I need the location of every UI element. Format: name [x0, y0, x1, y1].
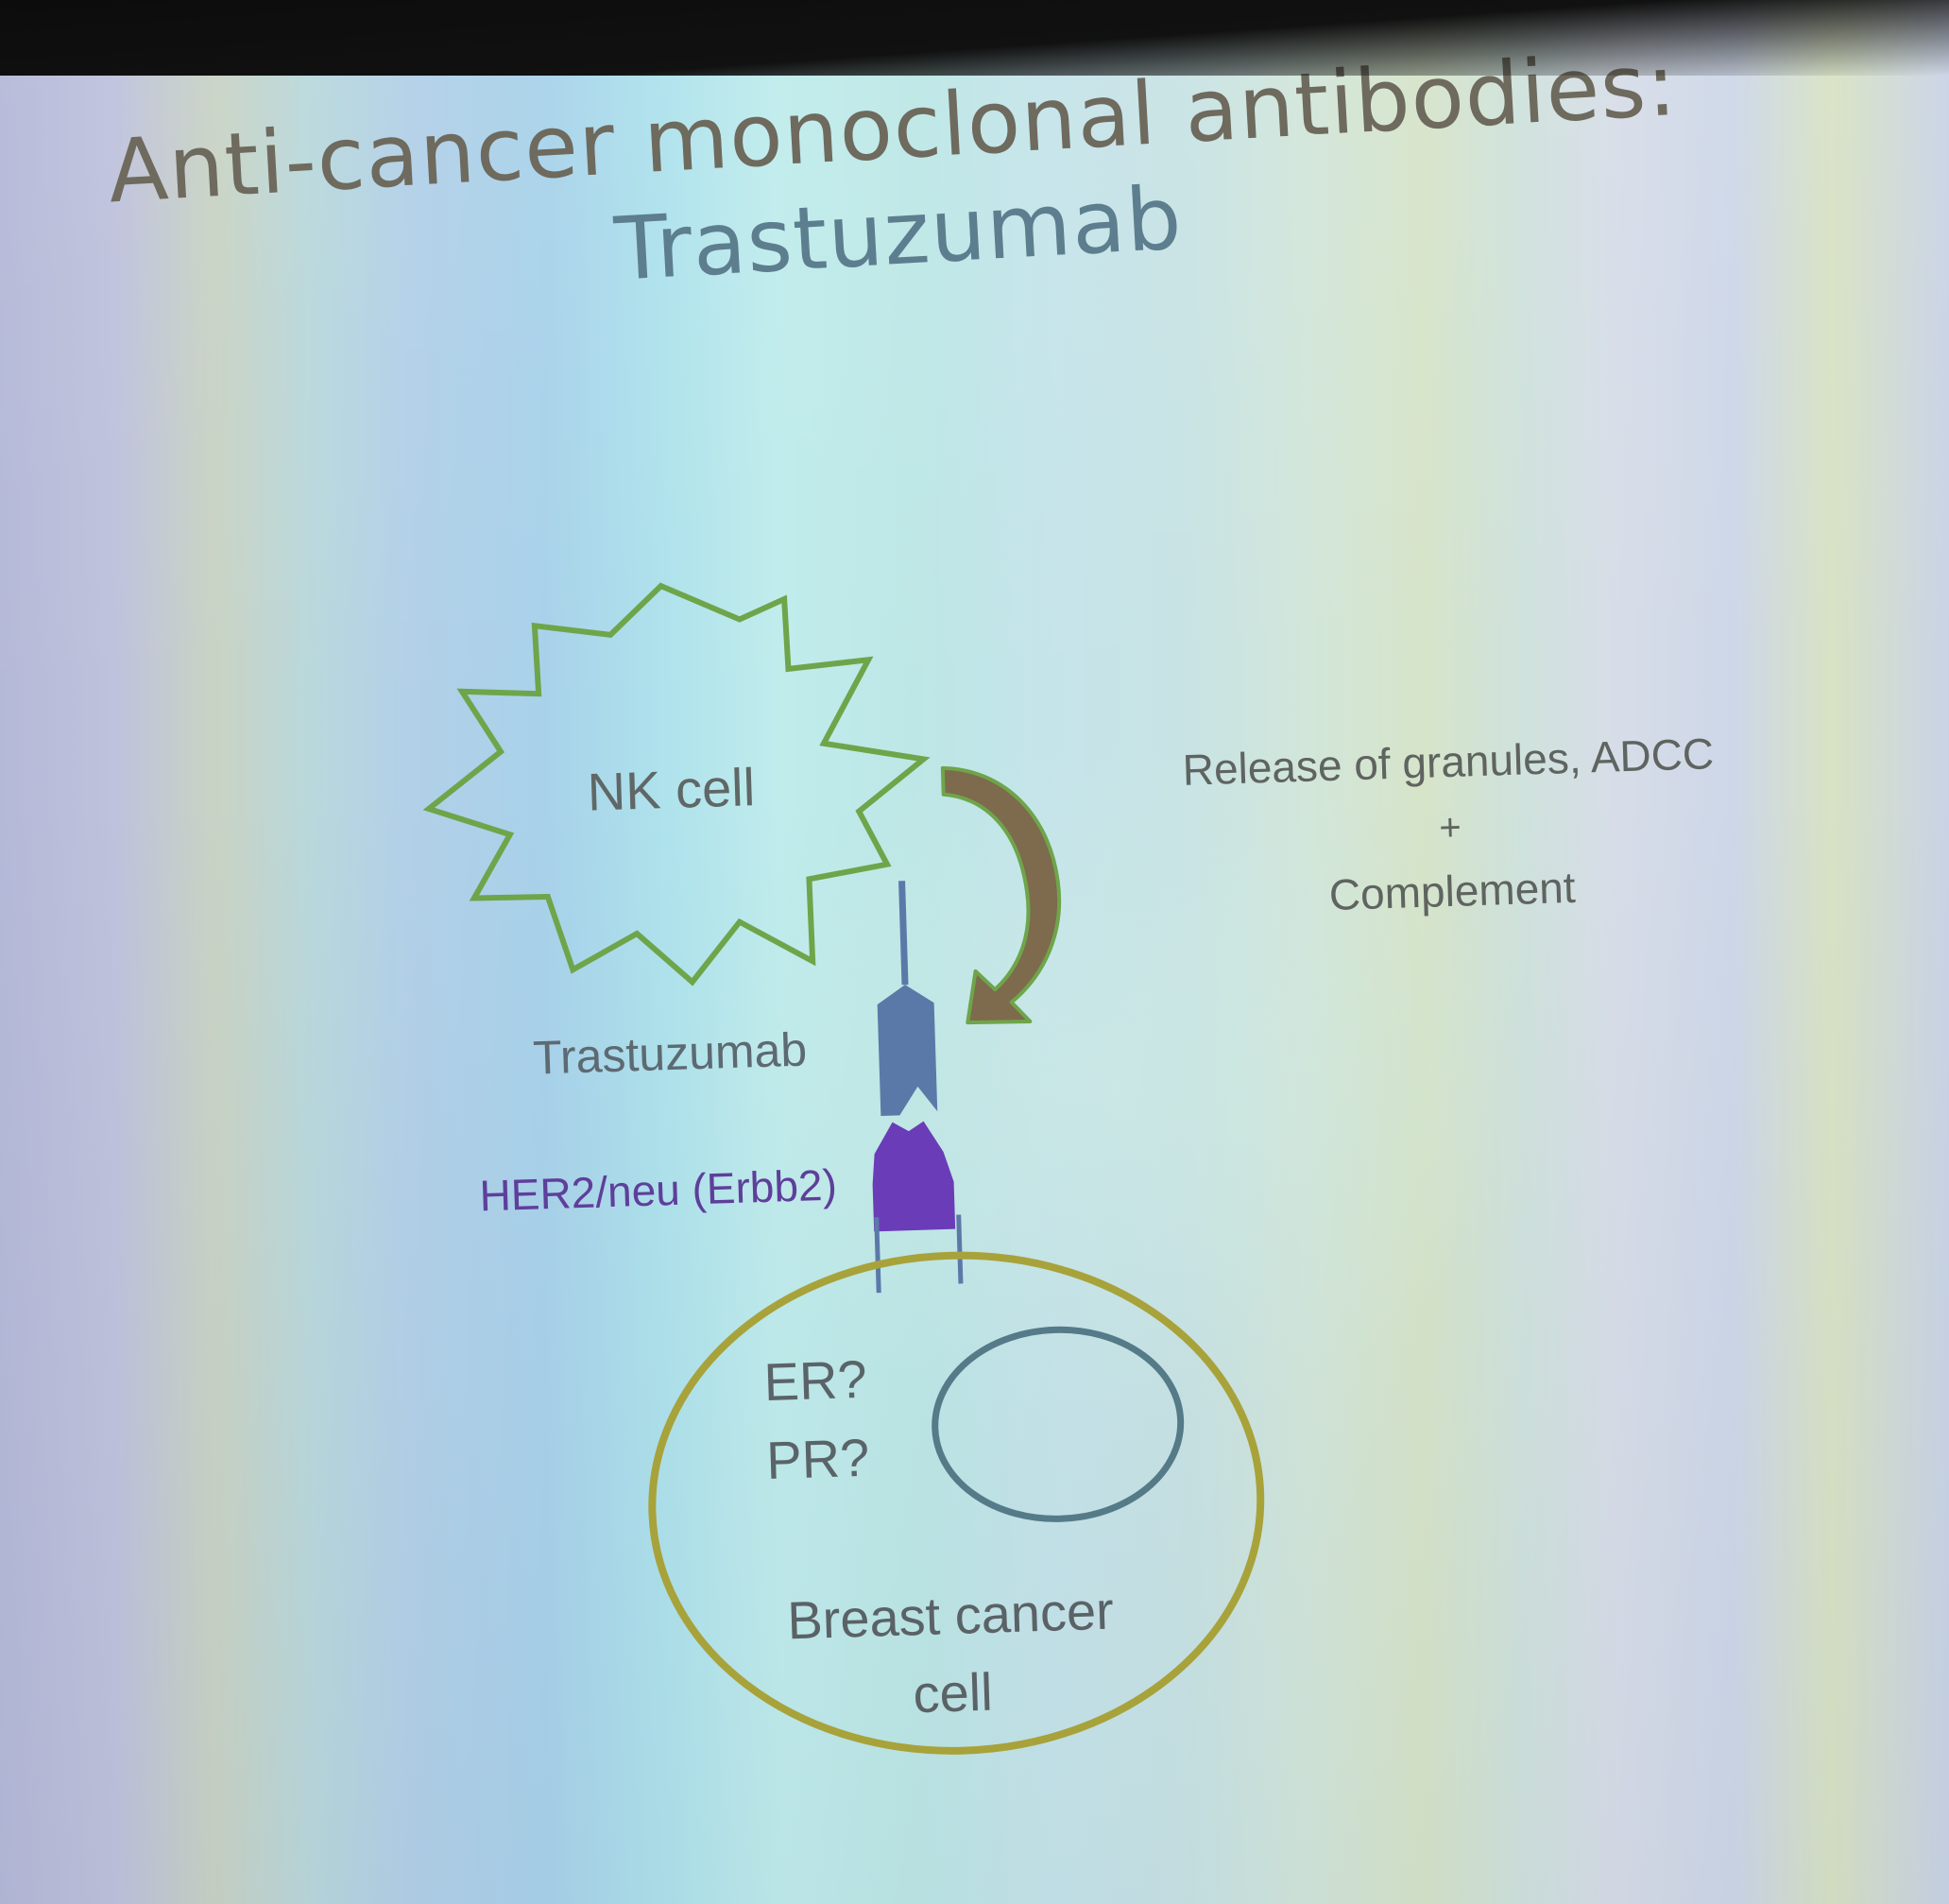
effect-plus: + [1439, 807, 1462, 849]
breast-cancer-cell [648, 1251, 1265, 1755]
nucleus [932, 1326, 1185, 1522]
nk-cell-label: NK cell [587, 757, 756, 822]
effect-line-2: Complement [1328, 863, 1576, 919]
receptor-label: HER2/neu (Erbb2) [479, 1160, 838, 1221]
effect-line-1: Release of granules, ADCC [1182, 729, 1715, 795]
nk-cell-shape [422, 582, 931, 986]
cancer-cell-label-2: cell [913, 1662, 994, 1724]
antibody-label: Trastuzumab [532, 1022, 808, 1084]
receptor-left-leg [874, 1217, 881, 1294]
her2-receptor [872, 1121, 956, 1232]
receptor-right-leg [956, 1214, 964, 1284]
adcc-arrow [940, 765, 1062, 1025]
trastuzumab-antibody [877, 985, 938, 1117]
projector-top-edge [0, 0, 1949, 76]
er-marker: ER? [763, 1349, 868, 1412]
pr-marker: PR? [765, 1428, 870, 1490]
antibody-stalk [898, 881, 909, 986]
cancer-cell-label-1: Breast cancer [786, 1581, 1114, 1651]
